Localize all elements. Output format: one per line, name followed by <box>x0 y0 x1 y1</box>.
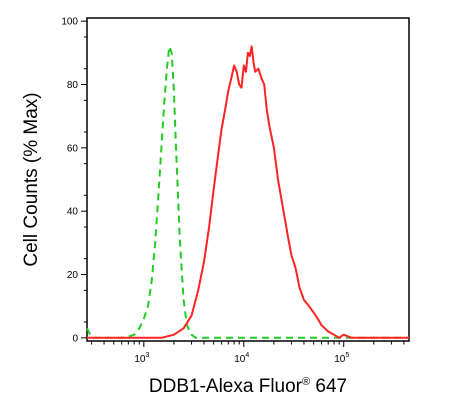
y-tick-label: 0 <box>72 333 78 344</box>
x-axis-ticks: 103 104 105 <box>91 341 405 365</box>
y-tick-label: 60 <box>67 143 79 154</box>
y-tick-label: 20 <box>67 270 79 281</box>
x-axis-label: DDB1-Alexa Fluor® 647 <box>149 376 347 397</box>
y-tick-label: 100 <box>61 17 78 28</box>
series-line-1 <box>86 45 409 339</box>
y-axis-ticks: 0 20 40 60 80 100 <box>61 17 87 344</box>
x-axis-label-text: DDB1-Alexa Fluor <box>149 376 303 397</box>
series-layer <box>86 45 409 339</box>
x-tick-label: 103 <box>134 352 149 365</box>
series-line-2 <box>87 45 409 339</box>
x-tick-label: 105 <box>334 352 349 365</box>
plot-area: 0 20 40 60 80 100 103 104 105 <box>61 17 410 365</box>
x-tick-label: 104 <box>234 352 249 365</box>
y-tick-label: 40 <box>67 207 79 218</box>
x-axis-label-suffix: 647 <box>310 376 347 397</box>
plot-frame <box>86 17 410 342</box>
y-tick-label: 80 <box>67 80 79 91</box>
x-axis-label-registered-mark: ® <box>302 376 310 388</box>
y-axis-label: Cell Counts (% Max) <box>21 92 42 266</box>
